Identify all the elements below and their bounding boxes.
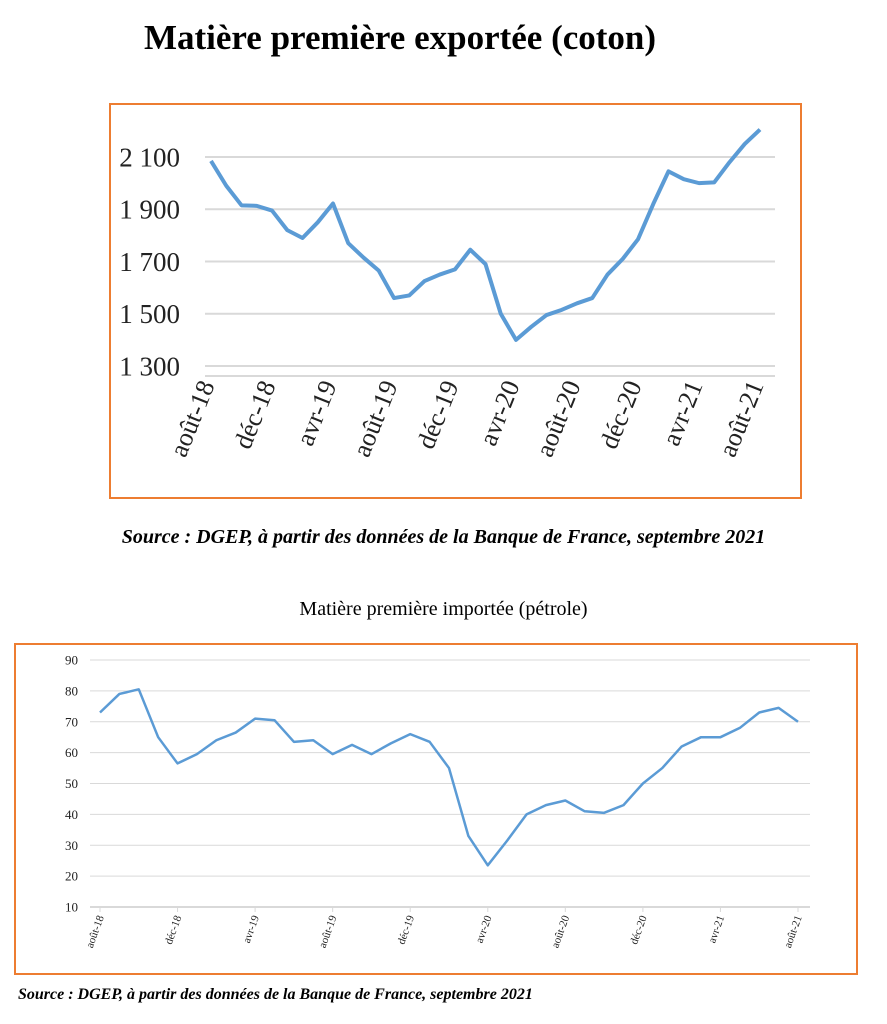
- x-tick-label: avr-21: [706, 914, 727, 945]
- x-tick-label: avr-19: [290, 376, 342, 449]
- chart2-title: Matière première importée (pétrole): [299, 598, 588, 620]
- x-tick-label: déc-18: [228, 376, 281, 452]
- x-tick-label: août-20: [549, 913, 572, 949]
- x-tick-label: août-21: [713, 376, 770, 461]
- chart1-frame: [109, 103, 802, 499]
- x-tick-label: août-18: [164, 376, 221, 461]
- y-tick-label: 2 100: [119, 142, 180, 172]
- y-tick-label: 50: [65, 776, 78, 791]
- x-tick-label: août-19: [347, 376, 404, 461]
- series-line-pétrole: [99, 688, 799, 867]
- x-tick-label: déc-19: [396, 913, 418, 946]
- y-tick-label: 70: [65, 714, 78, 729]
- x-tick-label: avr-20: [474, 913, 495, 944]
- y-tick-label: 80: [65, 683, 78, 698]
- x-tick-label: déc-20: [628, 913, 650, 946]
- chart1-source: Source : DGEP, à partir des données de l…: [121, 526, 766, 548]
- x-tick-label: août-18: [84, 913, 107, 949]
- y-tick-label: 30: [65, 838, 78, 853]
- x-tick-label: déc-18: [163, 913, 185, 946]
- y-tick-label: 1 300: [119, 351, 180, 381]
- x-tick-label: août-21: [782, 914, 805, 950]
- x-tick-label: avr-19: [241, 913, 262, 944]
- x-tick-label: avr-20: [473, 376, 525, 449]
- y-tick-label: 1 700: [119, 247, 180, 277]
- x-tick-label: août-19: [317, 913, 340, 949]
- x-tick-label: déc-19: [411, 376, 464, 452]
- chart2-frame: [14, 643, 858, 975]
- y-tick-label: 20: [65, 869, 78, 884]
- series-line-coton: [209, 128, 762, 342]
- y-tick-label: 60: [65, 745, 78, 760]
- x-tick-label: avr-21: [656, 376, 708, 449]
- y-tick-label: 1 900: [119, 195, 180, 225]
- y-tick-label: 90: [65, 653, 78, 668]
- y-tick-label: 10: [65, 900, 78, 915]
- chart1-title: Matière première exportée (coton): [143, 18, 657, 57]
- x-tick-label: août-20: [530, 376, 587, 461]
- chart2-source: Source : DGEP, à partir des données de l…: [18, 986, 533, 1003]
- y-tick-label: 1 500: [119, 299, 180, 329]
- y-tick-label: 40: [65, 807, 78, 822]
- x-tick-label: déc-20: [594, 376, 647, 452]
